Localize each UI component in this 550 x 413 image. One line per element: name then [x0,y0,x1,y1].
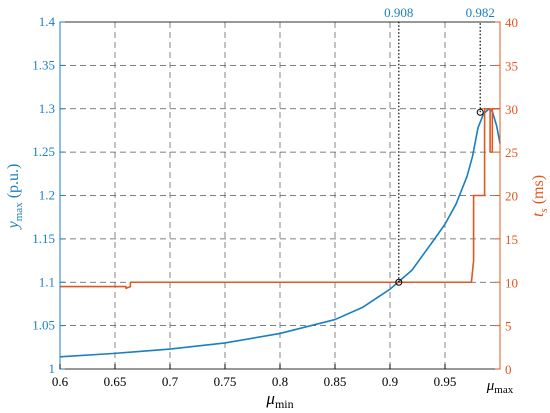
series-layer [59,107,501,358]
y-right-tick-label: 10 [505,275,518,290]
marker-layer: 0.908 0.982 [384,5,495,286]
y-right-tick-label: 20 [505,189,518,204]
series-line-left [59,107,501,358]
y-left-tick-label: 1.2 [39,188,55,203]
marker-point [395,278,403,286]
y-left-tick-label: 1.15 [32,231,55,246]
x-axis-end-label-sub: max [494,384,513,396]
y-right-tick-label: 25 [505,145,518,160]
y-right-tick-label: 35 [505,58,518,73]
y-right-axis-title: ts (ms) [530,175,550,217]
y-right-axis-title-sub: s [538,208,550,212]
y-left-tick-label: 1.35 [32,57,55,72]
x-tick-label: 0.9 [382,374,398,389]
x-tick-label: 0.8 [272,374,288,389]
y-left-tick-label: 1.1 [39,274,55,289]
y-left-tick-label: 1.05 [32,318,55,333]
y-right-tick-label: 5 [505,319,512,334]
marker-label: 0.982 [466,5,495,20]
y-left-axis-title-sub: max [13,202,25,221]
y-right-tick-label: 30 [505,102,518,117]
marker-label: 0.908 [384,5,413,20]
x-tick-label: 0.7 [162,374,179,389]
y-left-tick-label: 1.3 [39,101,55,116]
y-left-tick-label: 1.4 [39,14,56,29]
y-left-axis-title: ymax (p.u.) [5,164,25,231]
x-axis-title: μmin [265,389,293,411]
x-tick-label: 0.75 [214,374,237,389]
series-line-right [60,107,500,290]
x-tick-label: 0.65 [104,374,127,389]
y-left-tick-label: 1 [49,361,56,376]
y-right-axis-title-unit: (ms) [530,175,547,208]
y-left-axis-title-unit: (p.u.) [5,164,22,203]
y-right-tick-label: 0 [505,362,512,377]
y-left-tick-label: 1.25 [32,144,55,159]
y-right-tick-label: 40 [505,15,518,30]
x-tick-label: 0.85 [324,374,347,389]
x-tick-label: 0.95 [434,374,457,389]
x-axis-title-sub: min [275,397,294,411]
axes: 1 1.05 1.1 1.15 1.2 1.25 1.3 1.35 1.4 0 5 10 15 20 25 3… [32,14,518,389]
x-tick-label: 0.6 [52,374,69,389]
x-axis-end-label: μmax [486,378,514,396]
y-right-tick-label: 15 [505,232,518,247]
marker-point [476,108,484,116]
